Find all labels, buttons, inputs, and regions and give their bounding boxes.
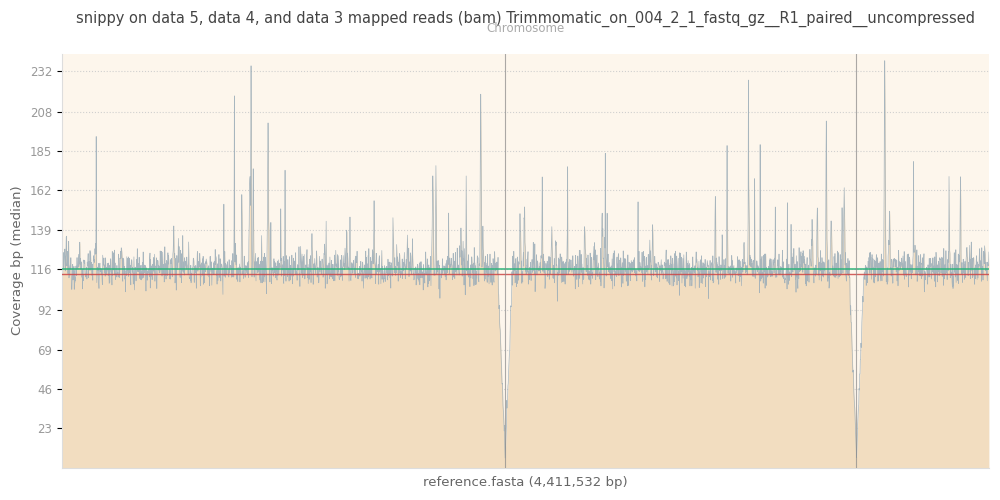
Title: snippy on data 5, data 4, and data 3 mapped reads (bam) Trimmomatic_on_004_2_1_f: snippy on data 5, data 4, and data 3 map… <box>76 11 975 28</box>
X-axis label: reference.fasta (4,411,532 bp): reference.fasta (4,411,532 bp) <box>423 476 628 489</box>
Y-axis label: Coverage bp (median): Coverage bp (median) <box>11 186 24 336</box>
Text: Chromosome: Chromosome <box>486 22 565 35</box>
